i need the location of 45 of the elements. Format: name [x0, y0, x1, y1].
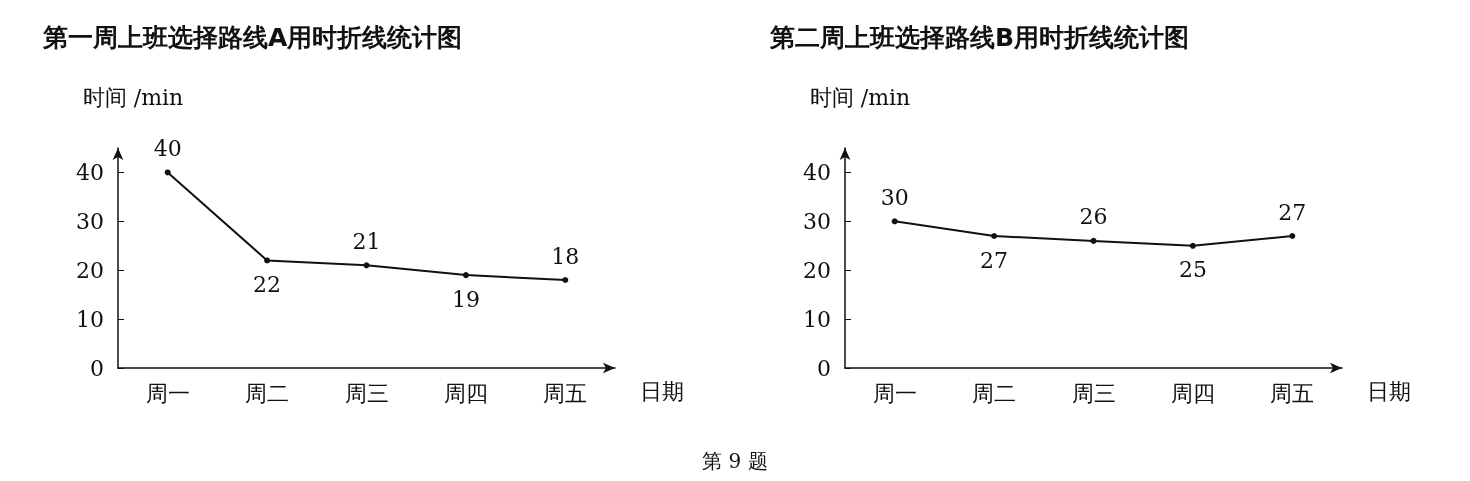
- y-tick-label: 10: [76, 306, 104, 332]
- chart-title: 第二周上班选择路线B用时折线统计图: [769, 23, 1190, 52]
- x-tick-label: 周三: [1071, 380, 1116, 406]
- point: [264, 257, 271, 264]
- x-tick-label: 周二: [972, 380, 1017, 406]
- x-axis-title: 日期: [640, 378, 684, 404]
- data-label: 27: [980, 247, 1009, 273]
- data-label: 22: [253, 271, 282, 297]
- text: 第 9 题: [701, 448, 769, 475]
- y-tick-label: 10: [803, 306, 831, 332]
- y-tick-label: 20: [803, 257, 831, 283]
- data-label: 25: [1178, 257, 1207, 283]
- data-label: 19: [451, 286, 480, 312]
- x-axis-title: 日期: [1367, 378, 1411, 404]
- data-label: 30: [880, 184, 909, 210]
- y-tick-label: 40: [803, 159, 831, 185]
- data-label: 40: [153, 135, 182, 161]
- x-tick-label: 周一: [145, 380, 190, 406]
- point: [991, 233, 998, 239]
- point: [1189, 242, 1196, 249]
- data-label: 27: [1278, 199, 1307, 225]
- x-tick-label: 周四: [443, 380, 488, 406]
- x-tick-label: 周一: [872, 380, 917, 406]
- y-tick-label: 40: [76, 159, 104, 185]
- y-tick-label: 30: [76, 208, 104, 234]
- y-axis-title: 时间 /min: [809, 84, 911, 110]
- chart-title: 第一周上班选择路线A用时折线统计图: [42, 23, 463, 52]
- y-tick-label: 30: [803, 208, 831, 234]
- point: [1289, 233, 1296, 239]
- y-tick-label: 20: [76, 257, 104, 283]
- x-tick-label: 周三: [344, 380, 389, 406]
- point: [1090, 237, 1097, 244]
- x-tick-label: 周四: [1170, 380, 1215, 406]
- x-tick-label: 周五: [1270, 380, 1315, 406]
- y-axis-title: 时间 /min: [82, 84, 184, 110]
- data-label: 21: [352, 228, 381, 254]
- y-tick-label: 0: [817, 355, 831, 381]
- x-tick-label: 周五: [543, 380, 588, 406]
- point: [462, 272, 469, 279]
- data-label: 18: [551, 243, 580, 269]
- point: [891, 218, 898, 225]
- y-tick-label: 0: [90, 355, 104, 381]
- x-tick-label: 周二: [245, 380, 290, 406]
- point: [562, 277, 569, 283]
- data-label: 26: [1079, 204, 1108, 230]
